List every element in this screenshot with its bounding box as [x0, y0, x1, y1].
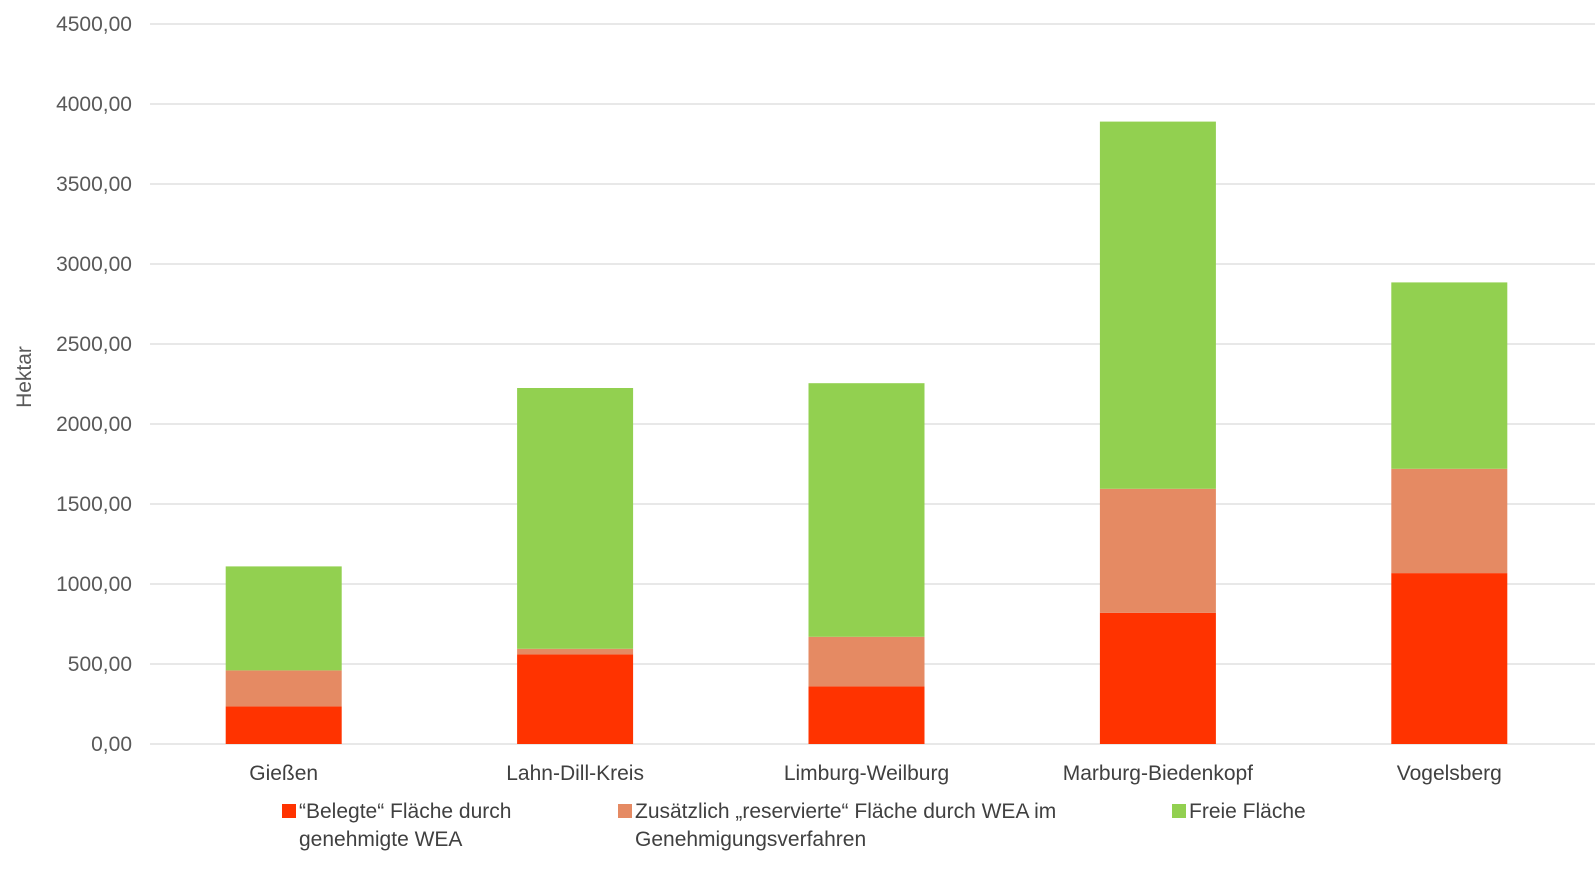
y-tick-label: 0,00 — [91, 733, 132, 756]
bar-segment-belegte — [1391, 573, 1508, 744]
bar-segment-reservierte — [1099, 488, 1216, 613]
x-category-label: Marburg-Biedenkopf — [1063, 762, 1253, 785]
bar-segment-belegte — [1099, 612, 1216, 744]
legend-swatch-belegte — [282, 804, 296, 818]
y-tick-label: 2500,00 — [56, 333, 132, 356]
legend-item-freie: Freie Fläche — [1172, 798, 1306, 826]
bar-segment-freie — [1391, 282, 1508, 469]
x-axis-categories: Gießen Lahn-Dill-Kreis Limburg-Weilburg Mar… — [249, 762, 1502, 785]
bar-segment-belegte — [517, 654, 634, 744]
y-tick-label: 4500,00 — [56, 13, 132, 36]
legend-label-freie: Freie Fläche — [1189, 800, 1306, 823]
x-category-label: Gießen — [249, 762, 318, 785]
legend-label-belegte: “Belegte“ Fläche durch genehmigte WEA — [299, 800, 512, 851]
bar-segment-reservierte — [1391, 468, 1508, 574]
bar-segment-reservierte — [808, 636, 925, 687]
x-category-label: Lahn-Dill-Kreis — [506, 762, 644, 785]
y-tick-label: 1000,00 — [56, 573, 132, 596]
y-axis-title: Hektar — [13, 346, 36, 408]
y-tick-label: 4000,00 — [56, 93, 132, 116]
y-tick-label: 500,00 — [68, 653, 132, 676]
bar-segment-freie — [1099, 121, 1216, 489]
legend-item-belegte: “Belegte“ Fläche durch genehmigte WEA — [282, 798, 511, 854]
y-tick-label: 3000,00 — [56, 253, 132, 276]
y-axis-ticks: 0,00 500,00 1000,00 1500,00 2000,00 2500,00 30… — [56, 13, 132, 756]
bar-segment-belegte — [808, 686, 925, 744]
stacked-bar-chart: 0,00 500,00 1000,00 1500,00 2000,00 2500,00 30… — [13, 13, 1595, 785]
bar-segment-belegte — [225, 706, 342, 744]
x-category-label: Vogelsberg — [1397, 762, 1502, 785]
bar-segment-reservierte — [517, 648, 634, 655]
legend-label-reservierte: Zusätzlich „reservierte“ Fläche durch WE… — [635, 800, 1057, 851]
bar-segment-freie — [808, 383, 925, 637]
legend-item-reservierte: Zusätzlich „reservierte“ Fläche durch WE… — [618, 798, 1056, 854]
legend-swatch-freie — [1172, 804, 1186, 818]
bar-segment-reservierte — [225, 670, 342, 707]
legend: “Belegte“ Fläche durch genehmigte WEA Zu… — [0, 798, 1595, 868]
bar-segment-freie — [517, 388, 634, 649]
bars — [225, 121, 1508, 744]
bar-segment-freie — [225, 566, 342, 671]
y-tick-label: 2000,00 — [56, 413, 132, 436]
legend-swatch-reservierte — [618, 804, 632, 818]
y-tick-label: 1500,00 — [56, 493, 132, 516]
y-tick-label: 3500,00 — [56, 173, 132, 196]
x-category-label: Limburg-Weilburg — [784, 762, 949, 785]
